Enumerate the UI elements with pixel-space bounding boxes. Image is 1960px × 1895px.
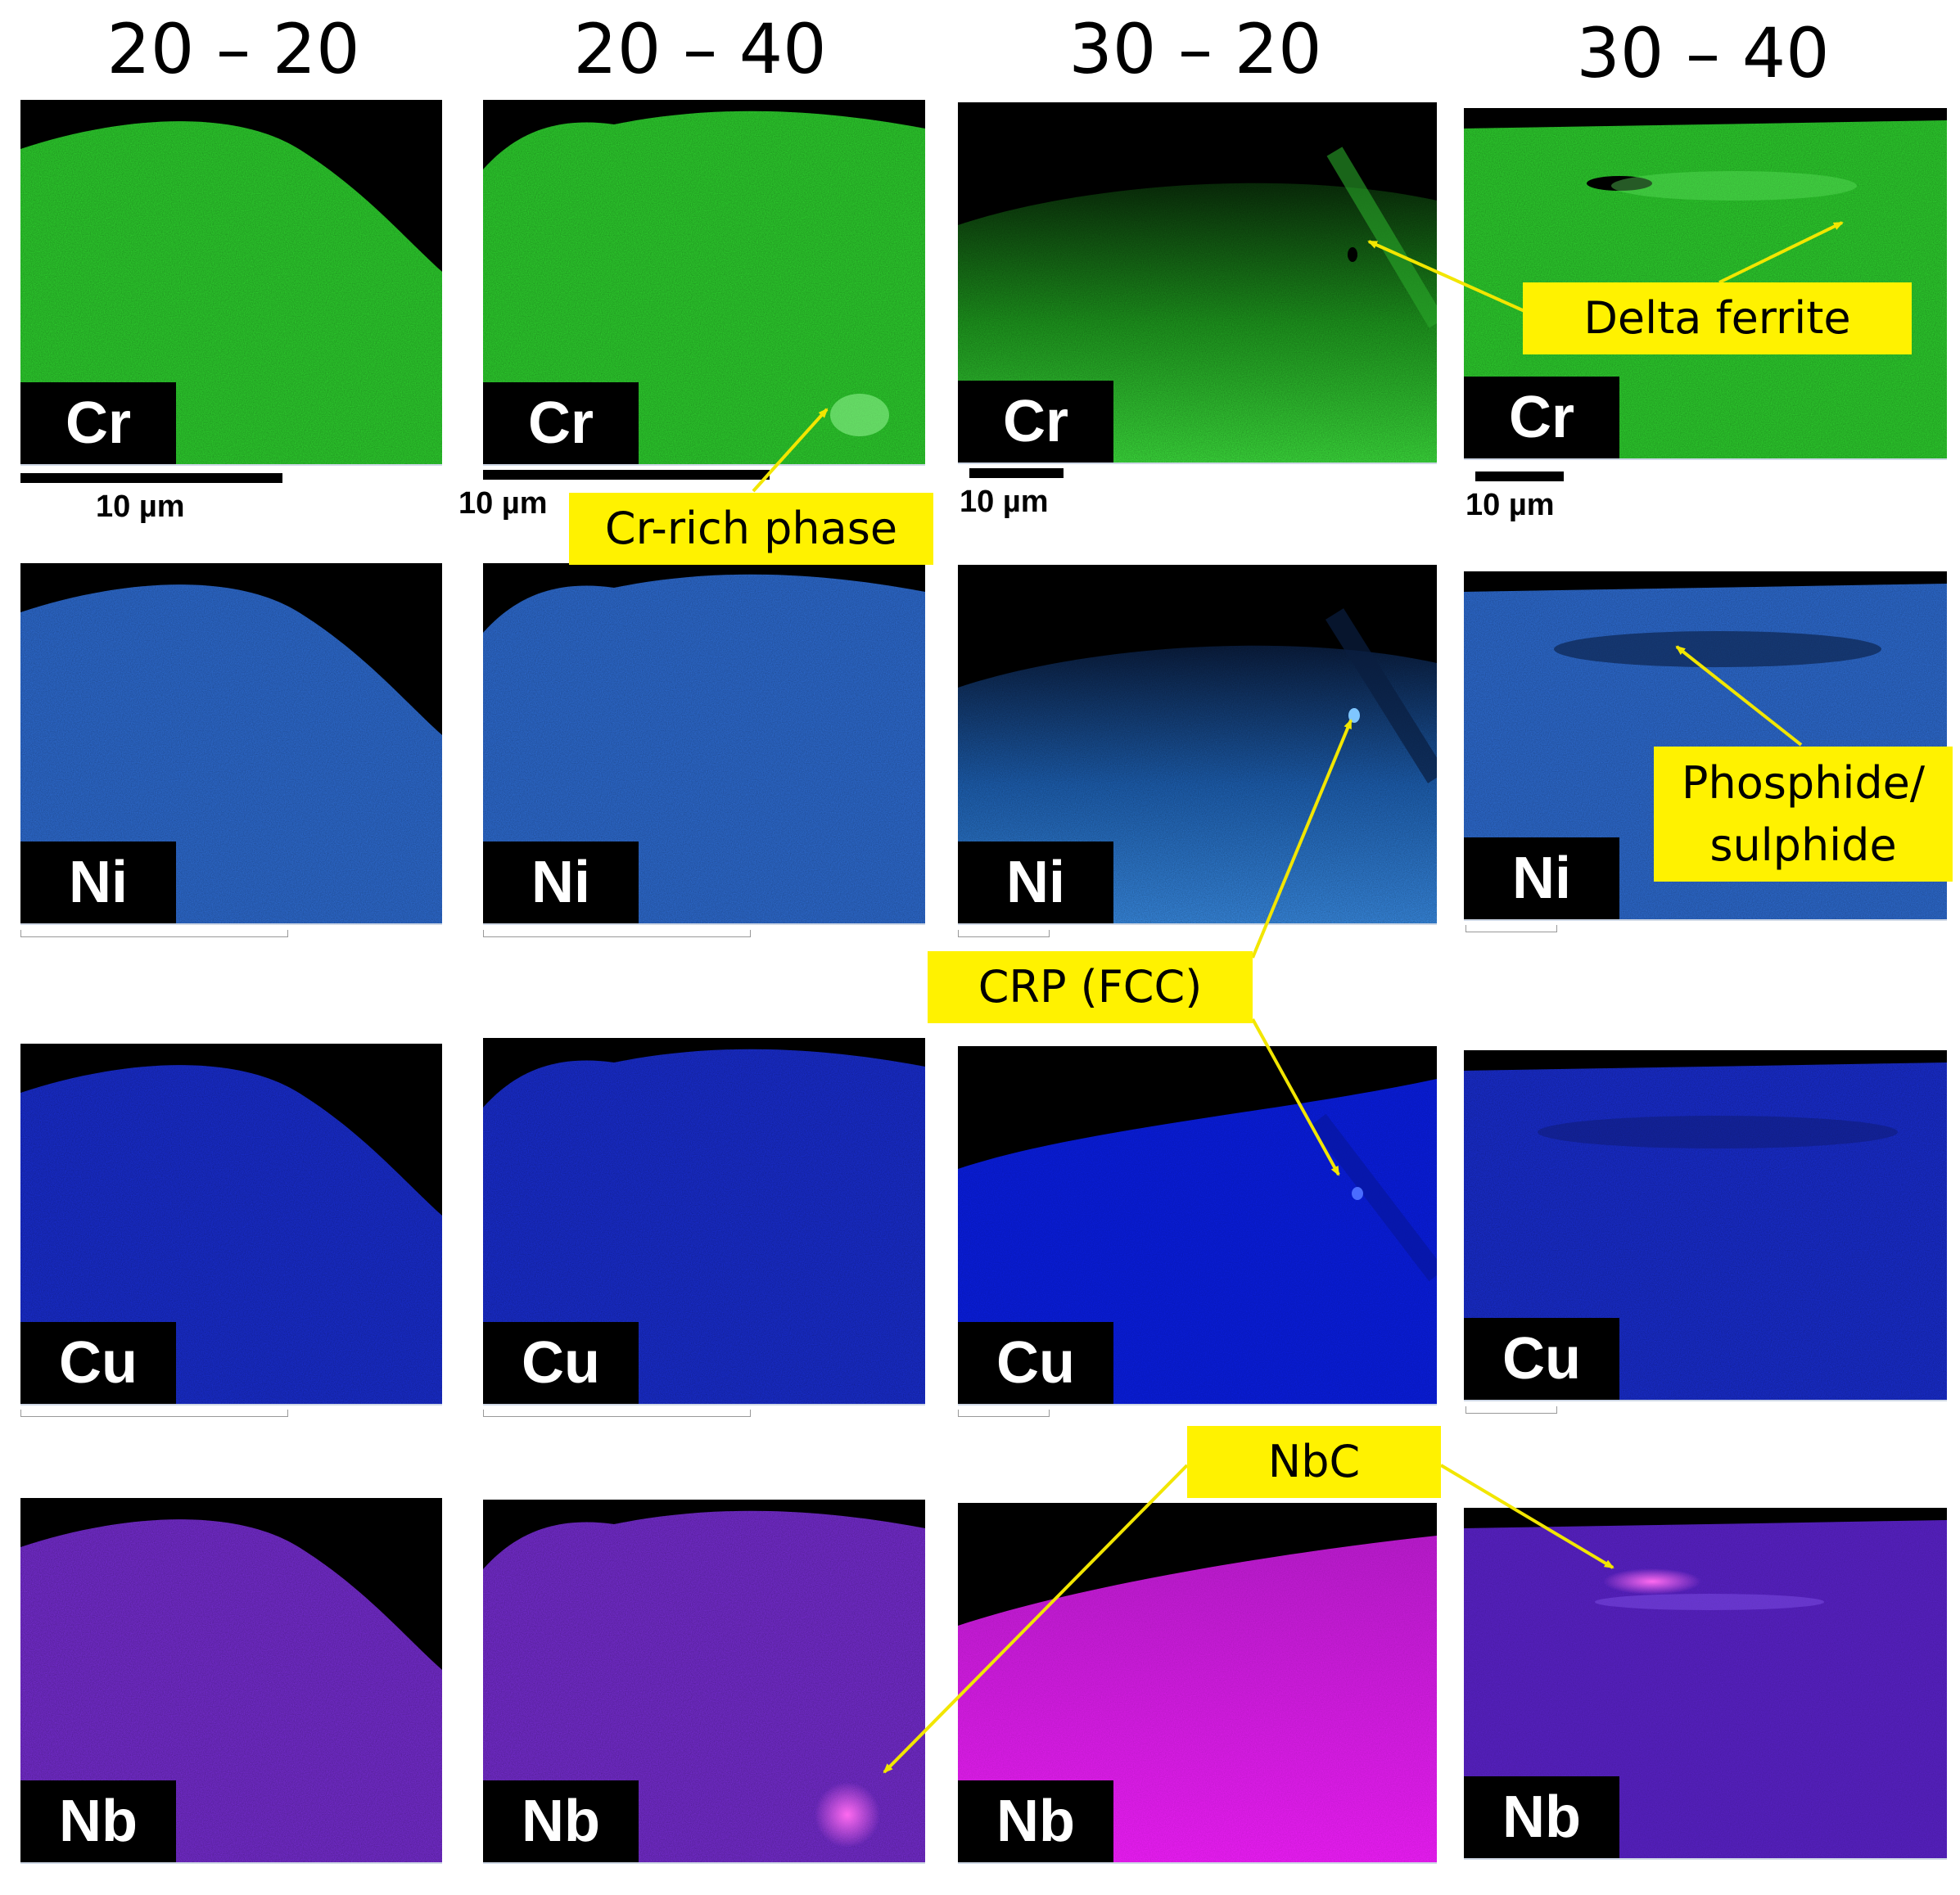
element-tag-ni: Ni bbox=[1464, 837, 1619, 919]
map-ni-30-20: Ni bbox=[958, 565, 1437, 925]
map-nb-20-20: Nb bbox=[20, 1498, 442, 1864]
element-tag-cu: Cu bbox=[1464, 1318, 1619, 1400]
column-title-20-20: 20 – 20 bbox=[106, 9, 360, 89]
scale-bar-20-20: 10 µm bbox=[20, 473, 282, 525]
element-tag-cu: Cu bbox=[483, 1322, 639, 1404]
scale-marker bbox=[483, 930, 751, 937]
element-tag-nb: Nb bbox=[483, 1780, 639, 1862]
column-title-20-40: 20 – 40 bbox=[573, 9, 827, 89]
element-tag-cr: Cr bbox=[1464, 377, 1619, 458]
map-ni-20-40: Ni bbox=[483, 563, 925, 925]
map-cu-20-40: Cu bbox=[483, 1038, 925, 1405]
map-cu-30-40: Cu bbox=[1464, 1050, 1947, 1401]
scale-marker bbox=[20, 1410, 288, 1417]
callout-nbc: NbC bbox=[1187, 1426, 1441, 1498]
element-tag-cr: Cr bbox=[958, 381, 1113, 462]
element-tag-nb: Nb bbox=[20, 1780, 176, 1862]
element-tag-cr: Cr bbox=[20, 382, 176, 464]
element-tag-ni: Ni bbox=[958, 841, 1113, 923]
callout-phosphide-line2: sulphide bbox=[1709, 819, 1897, 871]
map-nb-30-40: Nb bbox=[1464, 1508, 1947, 1860]
element-tag-nb: Nb bbox=[1464, 1776, 1619, 1858]
column-title-30-40: 30 – 40 bbox=[1576, 13, 1830, 93]
map-nb-20-40: Nb bbox=[483, 1500, 925, 1864]
callout-delta-ferrite: Delta ferrite bbox=[1523, 282, 1912, 354]
scale-marker bbox=[483, 1410, 751, 1417]
callout-phosphide-sulphide: Phosphide/ sulphide bbox=[1654, 747, 1953, 882]
map-cr-20-40: Cr bbox=[483, 100, 925, 466]
scale-bar-30-40: 10 µm bbox=[1465, 471, 1564, 523]
column-title-30-20: 30 – 20 bbox=[1068, 9, 1322, 89]
element-tag-cr: Cr bbox=[483, 382, 639, 464]
element-tag-cu: Cu bbox=[958, 1322, 1113, 1404]
scale-bar-20-40: 10 µm bbox=[458, 470, 770, 521]
map-nb-30-20: Nb bbox=[958, 1503, 1437, 1864]
map-ni-20-20: Ni bbox=[20, 563, 442, 925]
element-tag-ni: Ni bbox=[20, 841, 176, 923]
scale-marker bbox=[1465, 925, 1557, 932]
scale-marker bbox=[20, 930, 288, 937]
scale-marker bbox=[958, 930, 1050, 937]
callout-cr-rich-phase: Cr-rich phase bbox=[569, 493, 933, 565]
map-cr-30-20: Cr bbox=[958, 102, 1437, 464]
element-tag-ni: Ni bbox=[483, 841, 639, 923]
scale-marker bbox=[1465, 1406, 1557, 1414]
callout-phosphide-line1: Phosphide/ bbox=[1681, 756, 1926, 809]
map-cu-20-20: Cu bbox=[20, 1044, 442, 1405]
element-tag-nb: Nb bbox=[958, 1780, 1113, 1862]
scale-bar-30-20: 10 µm bbox=[960, 468, 1064, 520]
map-cr-20-20: Cr bbox=[20, 100, 442, 466]
callout-crp-fcc: CRP (FCC) bbox=[928, 951, 1253, 1023]
scale-marker bbox=[958, 1410, 1050, 1417]
element-tag-cu: Cu bbox=[20, 1322, 176, 1404]
map-cu-30-20: Cu bbox=[958, 1046, 1437, 1405]
